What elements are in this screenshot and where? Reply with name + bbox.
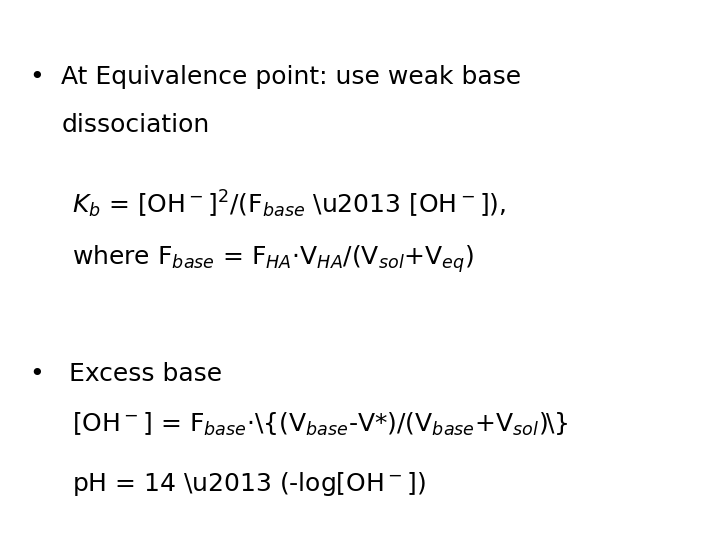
Text: •: • — [29, 362, 43, 386]
Text: Excess base: Excess base — [61, 362, 222, 386]
Text: dissociation: dissociation — [61, 113, 210, 137]
Text: [OH$^-$] = F$_{base}$$\cdot$\{(V$_{base}$-V*)/(V$_{base}$+V$_{sol}$)\}: [OH$^-$] = F$_{base}$$\cdot$\{(V$_{base}… — [72, 410, 568, 437]
Text: pH = 14 \u2013 (-log[OH$^-$]): pH = 14 \u2013 (-log[OH$^-$]) — [72, 470, 426, 498]
Text: At Equivalence point: use weak base: At Equivalence point: use weak base — [61, 65, 521, 89]
Text: •: • — [29, 65, 43, 89]
Text: where F$_{base}$ = F$_{HA}$$\cdot$V$_{HA}$/(V$_{sol}$+V$_{eq}$): where F$_{base}$ = F$_{HA}$$\cdot$V$_{HA… — [72, 243, 474, 275]
Text: $K_b$ = [OH$^-$]$^2$/(F$_{base}$ \u2013 [OH$^-$]),: $K_b$ = [OH$^-$]$^2$/(F$_{base}$ \u2013 … — [72, 189, 506, 220]
